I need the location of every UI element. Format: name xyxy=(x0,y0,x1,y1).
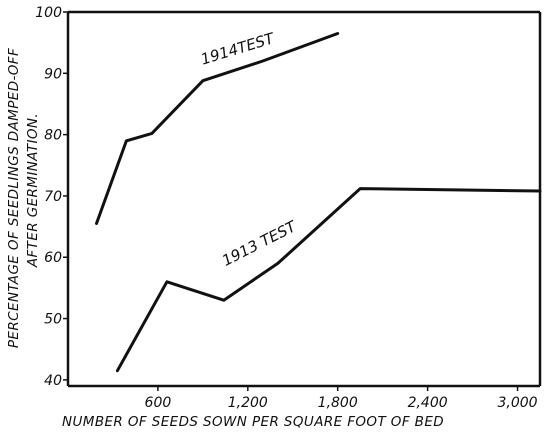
y-tick-label: 40 xyxy=(44,373,62,389)
y-axis-title-line1: PERCENTAGE OF SEEDLINGS DAMPED-OFF xyxy=(6,48,22,348)
series-line-1913-test xyxy=(115,187,542,373)
x-tick-label: 600 xyxy=(145,395,172,411)
y-tick-label: 50 xyxy=(44,312,62,328)
series-label-1913-test: 1913 TEST xyxy=(219,217,300,270)
series-line-1914-test xyxy=(95,32,340,225)
x-tick-label: 1,800 xyxy=(318,395,358,411)
x-axis-title: NUMBER OF SEEDS SOWN PER SQUARE FOOT OF … xyxy=(62,414,444,430)
x-tick-label: 1,200 xyxy=(228,395,268,411)
y-tick-label: 60 xyxy=(44,250,62,266)
x-tick-label: 3,000 xyxy=(497,395,537,411)
plot-frame xyxy=(66,10,542,388)
x-axis-ticks: 600 1,200 1,800 2,400 3,000 xyxy=(145,386,538,411)
y-tick-label: 80 xyxy=(44,128,62,144)
series-layer xyxy=(95,32,542,373)
y-axis-title-line2: AFTER GERMINATION. xyxy=(25,113,41,268)
y-tick-label: 70 xyxy=(44,189,62,205)
y-tick-label: 90 xyxy=(44,66,62,82)
series-label-1914-test: 1914TEST xyxy=(199,29,278,69)
y-tick-label: 100 xyxy=(35,5,62,21)
x-tick-label: 2,400 xyxy=(408,395,448,411)
y-axis-ticks: 40 50 60 70 80 90 100 xyxy=(35,5,68,389)
